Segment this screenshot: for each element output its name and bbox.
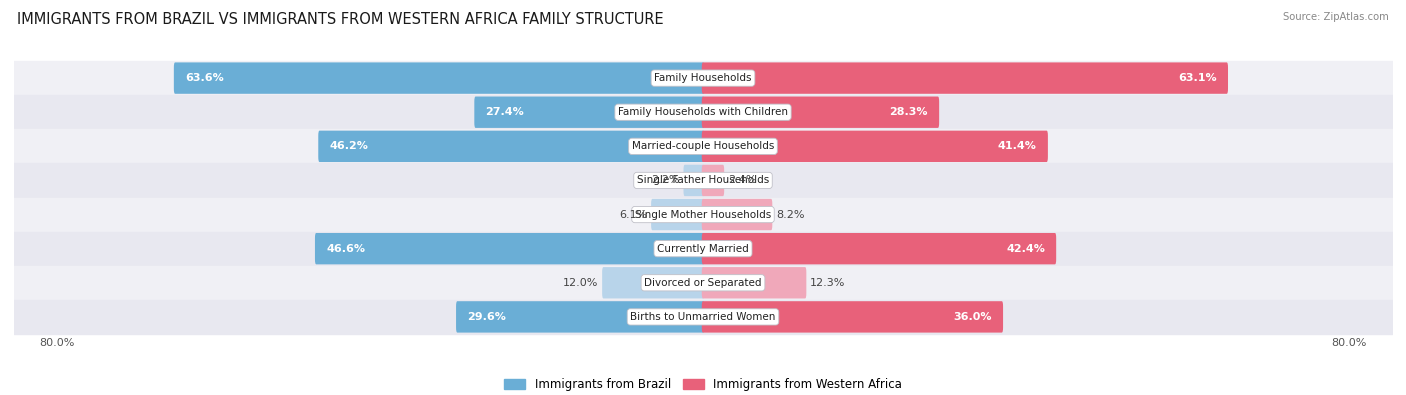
Text: 80.0%: 80.0% xyxy=(1331,338,1367,348)
Text: 63.6%: 63.6% xyxy=(186,73,224,83)
FancyBboxPatch shape xyxy=(702,199,772,230)
Legend: Immigrants from Brazil, Immigrants from Western Africa: Immigrants from Brazil, Immigrants from … xyxy=(499,373,907,395)
Text: 46.2%: 46.2% xyxy=(329,141,368,151)
Text: Births to Unmarried Women: Births to Unmarried Women xyxy=(630,312,776,322)
Text: 63.1%: 63.1% xyxy=(1178,73,1216,83)
Text: Married-couple Households: Married-couple Households xyxy=(631,141,775,151)
Text: Currently Married: Currently Married xyxy=(657,244,749,254)
Text: Single Father Households: Single Father Households xyxy=(637,175,769,185)
FancyBboxPatch shape xyxy=(702,233,1056,264)
Text: 8.2%: 8.2% xyxy=(776,210,804,220)
Text: 46.6%: 46.6% xyxy=(326,244,366,254)
Text: 41.4%: 41.4% xyxy=(998,141,1036,151)
FancyBboxPatch shape xyxy=(174,62,704,94)
FancyBboxPatch shape xyxy=(651,199,704,230)
FancyBboxPatch shape xyxy=(702,267,807,299)
Text: Family Households: Family Households xyxy=(654,73,752,83)
FancyBboxPatch shape xyxy=(702,165,724,196)
FancyBboxPatch shape xyxy=(702,62,1227,94)
Text: Single Mother Households: Single Mother Households xyxy=(636,210,770,220)
FancyBboxPatch shape xyxy=(318,131,704,162)
Text: Divorced or Separated: Divorced or Separated xyxy=(644,278,762,288)
Text: Source: ZipAtlas.com: Source: ZipAtlas.com xyxy=(1284,12,1389,22)
Text: IMMIGRANTS FROM BRAZIL VS IMMIGRANTS FROM WESTERN AFRICA FAMILY STRUCTURE: IMMIGRANTS FROM BRAZIL VS IMMIGRANTS FRO… xyxy=(17,12,664,27)
Text: 36.0%: 36.0% xyxy=(953,312,991,322)
Text: 80.0%: 80.0% xyxy=(39,338,75,348)
Text: 12.0%: 12.0% xyxy=(562,278,599,288)
Text: 2.4%: 2.4% xyxy=(728,175,756,185)
FancyBboxPatch shape xyxy=(315,233,704,264)
FancyBboxPatch shape xyxy=(702,301,1002,333)
Text: 27.4%: 27.4% xyxy=(485,107,524,117)
Text: 2.2%: 2.2% xyxy=(651,175,679,185)
FancyBboxPatch shape xyxy=(702,96,939,128)
FancyBboxPatch shape xyxy=(474,96,704,128)
FancyBboxPatch shape xyxy=(456,301,704,333)
Text: 6.1%: 6.1% xyxy=(619,210,647,220)
FancyBboxPatch shape xyxy=(602,267,704,299)
Text: 28.3%: 28.3% xyxy=(890,107,928,117)
Text: 42.4%: 42.4% xyxy=(1007,244,1045,254)
Text: 29.6%: 29.6% xyxy=(467,312,506,322)
FancyBboxPatch shape xyxy=(702,131,1047,162)
FancyBboxPatch shape xyxy=(683,165,704,196)
Text: 12.3%: 12.3% xyxy=(810,278,845,288)
Text: Family Households with Children: Family Households with Children xyxy=(619,107,787,117)
